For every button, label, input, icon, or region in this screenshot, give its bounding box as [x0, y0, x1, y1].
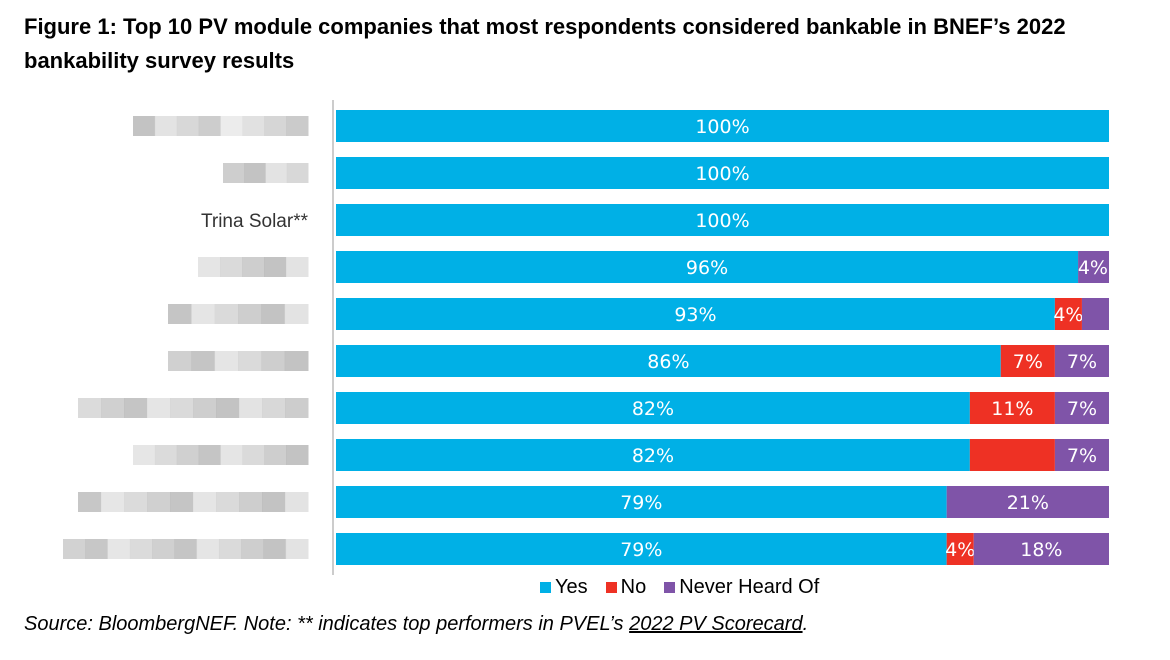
obscured-label	[168, 351, 309, 371]
chart-title: Figure 1: Top 10 PV module companies tha…	[24, 14, 1066, 73]
legend-label-yes: Yes	[555, 575, 588, 598]
data-label: 7%	[1067, 351, 1097, 373]
legend-item-never-heard-of: Never Heard Of	[664, 576, 819, 599]
data-label: 86%	[647, 351, 689, 373]
obscured-label	[133, 116, 309, 136]
obscured-label	[78, 492, 309, 512]
bar-segment-yes	[336, 439, 970, 471]
data-label: 79%	[620, 492, 662, 514]
legend-label-no: No	[620, 575, 647, 598]
obscured-label	[63, 539, 309, 559]
legend-swatch-never-heard-of	[664, 581, 676, 593]
bar-segment-yes	[336, 345, 1001, 377]
bar-segment-never-heard-of	[1054, 439, 1109, 471]
bar-segment-no	[969, 439, 1055, 471]
obscured-label	[78, 398, 309, 418]
bar-segment-never-heard-of	[1078, 251, 1109, 283]
bar-segment-no	[1000, 345, 1055, 377]
bar-segment-no	[946, 533, 974, 565]
legend-item-yes: Yes	[540, 576, 588, 599]
data-label: 7%	[1067, 398, 1097, 420]
bar-segment-yes	[336, 157, 1109, 189]
bar-segment-no	[1054, 298, 1082, 330]
data-label: 100%	[695, 163, 749, 185]
data-label: 100%	[695, 210, 749, 232]
legend-label-never-heard-of: Never Heard Of	[679, 575, 820, 598]
legend-swatch-no	[605, 581, 617, 593]
bar-segment-yes	[336, 392, 970, 424]
obscured-label	[168, 304, 309, 324]
bar-segment-yes	[336, 486, 947, 518]
bar-segment-never-heard-of	[973, 533, 1109, 565]
source-text: Source: BloombergNEF. Note: ** indicates…	[24, 613, 630, 635]
stacked-bar-chart: 100% 100% Trina Solar** 100% 96% 4% 93% 4% 86% 7%…	[63, 100, 1109, 575]
source-note: Source: BloombergNEF. Note: ** indicates…	[24, 613, 1154, 636]
bar-segment-yes	[336, 533, 947, 565]
legend-item-no: No	[605, 575, 647, 599]
data-label: 82%	[632, 398, 674, 420]
data-label: 11%	[991, 398, 1033, 420]
data-label: 4%	[945, 539, 975, 561]
legend-swatch-yes	[540, 581, 551, 593]
bar-segment-yes	[336, 110, 1109, 142]
source-suffix: .	[802, 613, 809, 635]
chart-legend: Yes No Never Heard Of	[540, 574, 819, 600]
data-label: 82%	[632, 445, 674, 467]
obscured-label	[198, 257, 309, 277]
data-label: 100%	[695, 116, 749, 138]
category-label: Trina Solar**	[201, 211, 309, 232]
data-label: 79%	[620, 539, 662, 561]
obscured-label	[133, 445, 309, 465]
bar-segment-yes	[336, 298, 1055, 330]
data-label: 7%	[1013, 351, 1043, 373]
data-label: 96%	[686, 257, 728, 279]
data-label: 93%	[674, 304, 716, 326]
scorecard-link[interactable]: 2022 PV Scorecard	[629, 613, 803, 635]
data-label: 18%	[1020, 539, 1062, 561]
bar-segment-no	[969, 392, 1055, 424]
bar-segment-never-heard-of	[1054, 392, 1109, 424]
data-label: 7%	[1067, 445, 1097, 467]
data-label: 21%	[1007, 492, 1049, 514]
bar-segment-never-heard-of	[1081, 298, 1109, 330]
obscured-label	[223, 163, 309, 183]
bar-segment-yes	[336, 204, 1109, 236]
bar-segment-never-heard-of	[1054, 345, 1109, 377]
bar-segment-yes	[336, 251, 1079, 283]
data-label: 4%	[1078, 257, 1108, 279]
bar-segment-never-heard-of	[946, 486, 1109, 518]
data-label: 4%	[1053, 304, 1083, 326]
